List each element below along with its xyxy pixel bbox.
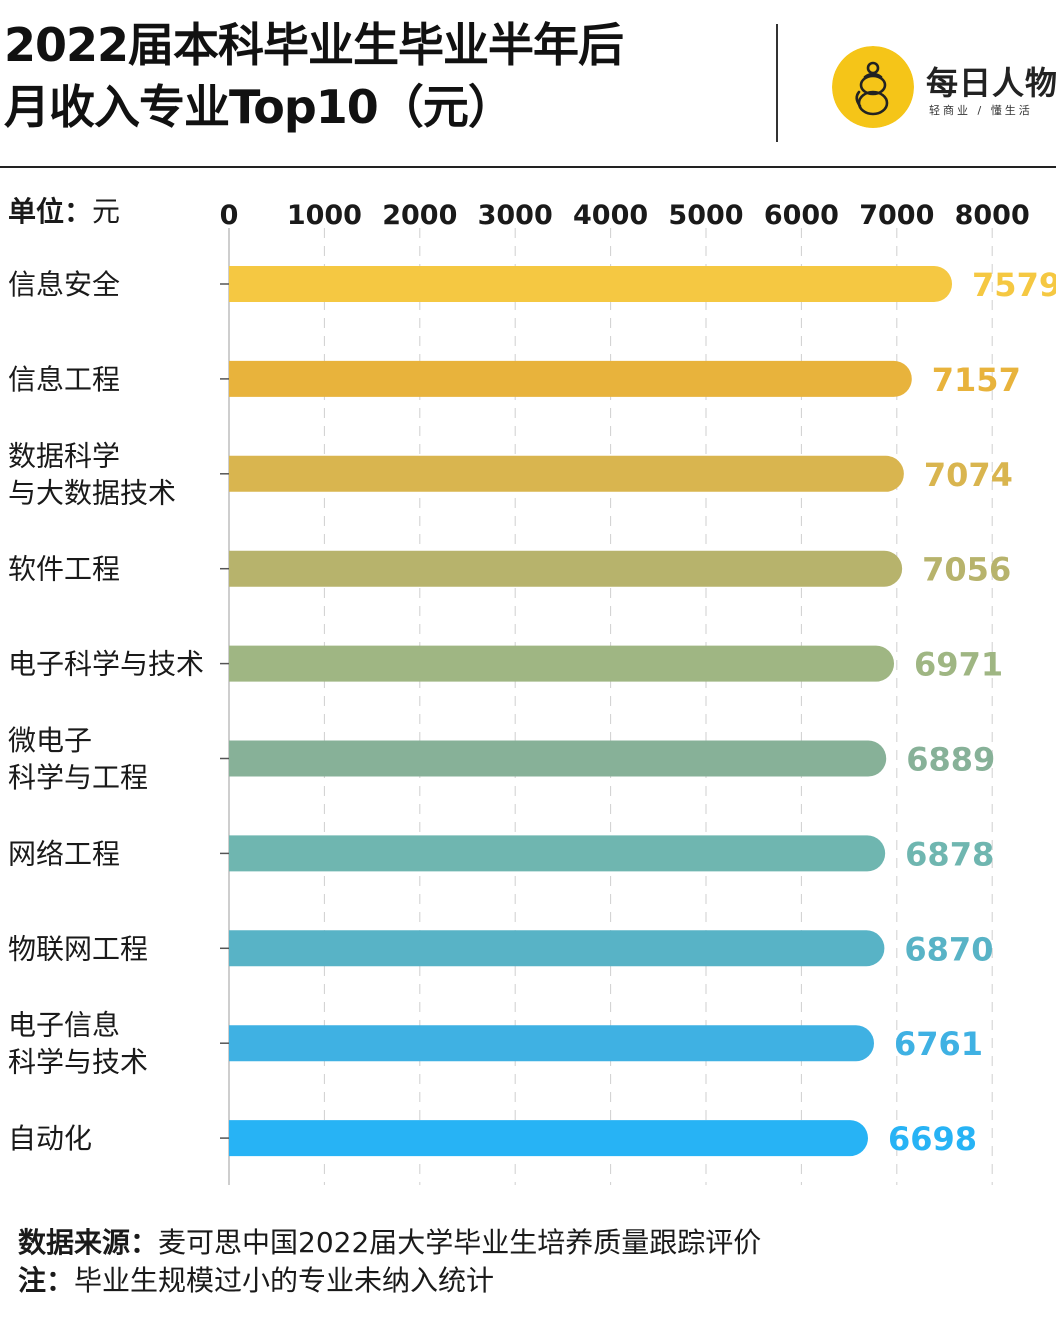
bar: [229, 835, 886, 872]
category-label: 网络工程: [8, 837, 120, 870]
bar-chart: 0 1000 2000 3000 4000 5000 6000 7000 8000 7579 信息安…: [8, 200, 1056, 1185]
title-line-1: 2022届本科毕业生毕业半年后: [4, 18, 624, 72]
category-label: 与大数据技术: [8, 476, 176, 509]
x-tick-label: 6000: [764, 200, 839, 231]
x-tick-label: 8000: [955, 200, 1030, 231]
category-label: 物联网工程: [8, 932, 148, 965]
header-divider: [776, 24, 778, 142]
category-label: 微电子: [8, 724, 92, 757]
x-tick-label: 0: [220, 200, 239, 231]
logo-slogan: 轻商业 / 懂生活: [929, 104, 1033, 117]
logo-icon: [832, 46, 914, 128]
source-label: 数据来源：: [18, 1226, 159, 1259]
x-tick-label: 7000: [859, 200, 934, 231]
bar-value-label: 6878: [905, 835, 994, 873]
x-tick-label: 3000: [478, 200, 553, 231]
bar: [229, 1120, 868, 1157]
bar: [229, 1025, 874, 1062]
category-label: 电子科学与技术: [8, 648, 204, 681]
bar-value-label: 6971: [914, 646, 1003, 684]
category-label: 自动化: [8, 1122, 92, 1155]
category-label: 数据科学: [8, 439, 120, 472]
category-label: 科学与技术: [8, 1046, 148, 1079]
source-text: 麦可思中国2022届大学毕业生培养质量跟踪评价: [158, 1226, 762, 1259]
note-line: 注：毕业生规模过小的专业未纳入统计: [18, 1262, 761, 1300]
category-label: 科学与工程: [8, 761, 148, 794]
bar-value-label: 7074: [924, 456, 1013, 494]
category-label: 电子信息: [8, 1009, 120, 1042]
x-tick-label: 2000: [382, 200, 457, 231]
source-line: 数据来源：麦可思中国2022届大学毕业生培养质量跟踪评价: [18, 1224, 761, 1262]
x-tick-label: 4000: [573, 200, 648, 231]
x-tick-label: 1000: [287, 200, 362, 231]
bar-value-label: 6870: [904, 930, 993, 968]
unit-label-text: 单位：: [8, 195, 93, 228]
logo-circle-bg: [832, 46, 914, 128]
header-rule: [0, 166, 1056, 168]
bar: [229, 266, 953, 302]
bar-value-label: 7056: [922, 551, 1011, 589]
x-tick-label: 5000: [668, 200, 743, 231]
bar: [229, 645, 895, 682]
bar: [229, 550, 903, 587]
bar-value-label: 6889: [906, 741, 995, 779]
bar-value-label: 7157: [932, 361, 1021, 399]
bar: [229, 455, 904, 492]
footer: 数据来源：麦可思中国2022届大学毕业生培养质量跟踪评价 注：毕业生规模过小的专…: [18, 1224, 761, 1300]
category-label: 软件工程: [8, 553, 120, 586]
category-label: 信息安全: [8, 268, 120, 301]
note-label: 注：: [18, 1264, 75, 1297]
bar-value-label: 6698: [888, 1120, 977, 1158]
bar: [229, 740, 887, 777]
unit-value: 元: [92, 195, 121, 228]
title-line-2: 月收入专业Top10（元）: [4, 80, 514, 134]
bar: [229, 930, 885, 967]
logo-name: 每日人物: [926, 64, 1056, 102]
unit-label: 单位：元: [8, 190, 120, 230]
bar-value-label: 7579: [972, 266, 1056, 304]
note-text: 毕业生规模过小的专业未纳入统计: [74, 1264, 495, 1297]
chart-title: 2022届本科毕业生毕业半年后 月收入专业Top10（元）: [4, 14, 624, 138]
bar-value-label: 6761: [894, 1025, 983, 1063]
category-label: 信息工程: [8, 363, 120, 396]
bar: [229, 360, 912, 397]
